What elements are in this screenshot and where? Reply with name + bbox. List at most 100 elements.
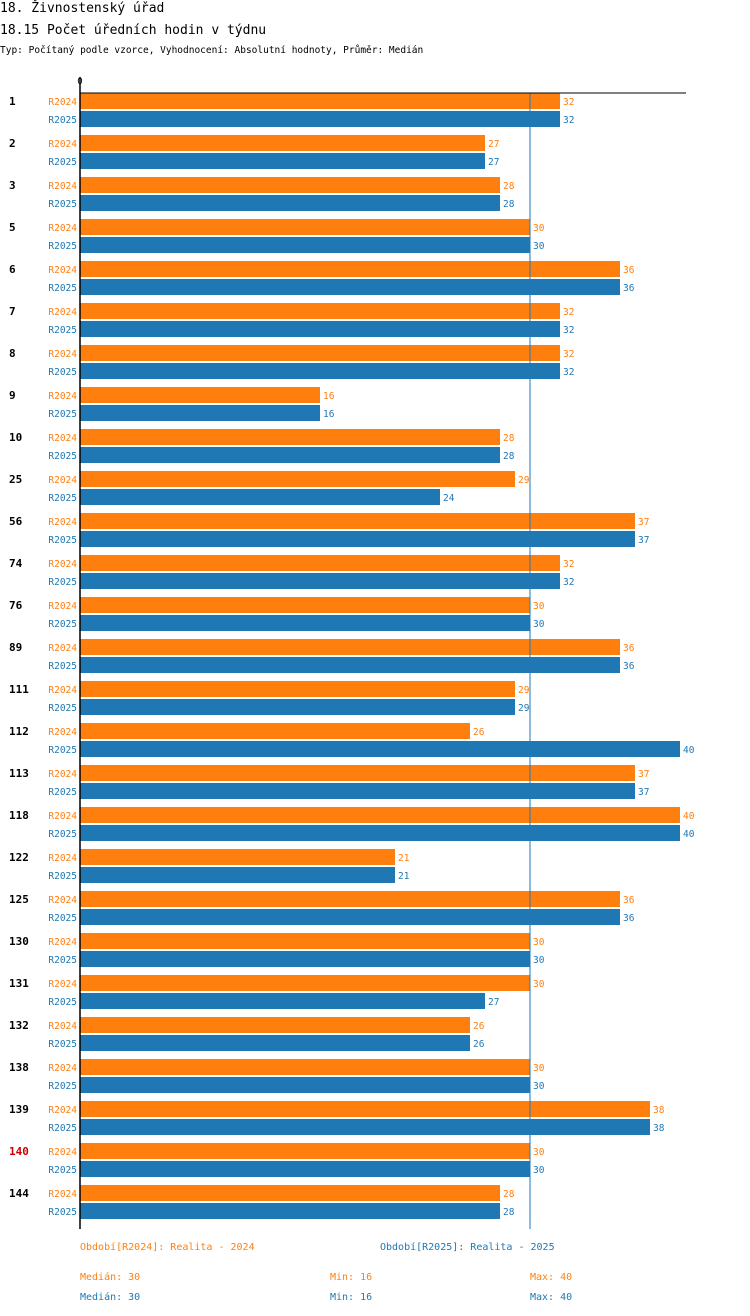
series-label-r2024: R2024 bbox=[48, 559, 77, 570]
series-label-r2025: R2025 bbox=[48, 829, 77, 840]
bar-r2024 bbox=[80, 513, 635, 529]
series-label-r2024: R2024 bbox=[48, 1147, 77, 1158]
series-label-r2025: R2025 bbox=[48, 1207, 77, 1218]
stat-max-r2024: Max: 40 bbox=[530, 1272, 573, 1283]
bar-r2024 bbox=[80, 1143, 530, 1159]
value-label-r2024: 29 bbox=[518, 685, 530, 696]
bar-r2025 bbox=[80, 1161, 530, 1177]
value-label-r2025: 37 bbox=[638, 787, 649, 798]
bar-r2025 bbox=[80, 1035, 470, 1051]
bar-r2024 bbox=[80, 723, 470, 739]
value-label-r2024: 28 bbox=[503, 181, 515, 192]
bar-r2024 bbox=[80, 345, 560, 361]
value-label-r2025: 27 bbox=[488, 157, 499, 168]
bar-r2025 bbox=[80, 195, 500, 211]
bar-r2024 bbox=[80, 1059, 530, 1075]
series-label-r2025: R2025 bbox=[48, 703, 77, 714]
value-label-r2024: 36 bbox=[623, 895, 635, 906]
category-label: 132 bbox=[9, 1019, 29, 1032]
series-label-r2024: R2024 bbox=[48, 643, 77, 654]
category-label: 113 bbox=[9, 767, 29, 780]
category-label: 118 bbox=[9, 809, 29, 822]
value-label-r2024: 36 bbox=[623, 643, 635, 654]
series-label-r2024: R2024 bbox=[48, 1063, 77, 1074]
bar-r2024 bbox=[80, 765, 635, 781]
stat-min-r2025: Min: 16 bbox=[330, 1292, 373, 1303]
series-label-r2024: R2024 bbox=[48, 895, 77, 906]
bar-r2024 bbox=[80, 135, 485, 151]
series-label-r2024: R2024 bbox=[48, 433, 77, 444]
series-label-r2025: R2025 bbox=[48, 451, 77, 462]
value-label-r2025: 30 bbox=[533, 241, 545, 252]
value-label-r2024: 32 bbox=[563, 349, 574, 360]
category-label: 25 bbox=[9, 473, 22, 486]
value-label-r2024: 30 bbox=[533, 1147, 545, 1158]
series-label-r2024: R2024 bbox=[48, 475, 77, 486]
category-label: 6 bbox=[9, 263, 16, 276]
value-label-r2024: 37 bbox=[638, 769, 649, 780]
series-label-r2025: R2025 bbox=[48, 997, 77, 1008]
value-label-r2024: 36 bbox=[623, 265, 635, 276]
bar-r2025 bbox=[80, 237, 530, 253]
stat-max-r2025: Max: 40 bbox=[530, 1292, 573, 1303]
value-label-r2025: 28 bbox=[503, 1207, 515, 1218]
bar-r2025 bbox=[80, 951, 530, 967]
value-label-r2024: 30 bbox=[533, 1063, 545, 1074]
category-label: 56 bbox=[9, 515, 23, 528]
bar-r2025 bbox=[80, 447, 500, 463]
value-label-r2025: 16 bbox=[323, 409, 335, 420]
value-label-r2025: 27 bbox=[488, 997, 499, 1008]
series-label-r2024: R2024 bbox=[48, 727, 77, 738]
category-label: 1 bbox=[9, 95, 16, 108]
value-label-r2025: 40 bbox=[683, 829, 695, 840]
series-label-r2025: R2025 bbox=[48, 409, 77, 420]
bar-r2024 bbox=[80, 891, 620, 907]
series-label-r2024: R2024 bbox=[48, 97, 77, 108]
stat-median-r2024: Medián: 30 bbox=[80, 1272, 141, 1283]
chart-title: 18.15 Počet úředních hodin v týdnu bbox=[0, 23, 267, 38]
category-label: 74 bbox=[9, 557, 23, 570]
value-label-r2025: 30 bbox=[533, 1081, 545, 1092]
series-label-r2024: R2024 bbox=[48, 391, 77, 402]
value-label-r2025: 40 bbox=[683, 745, 695, 756]
series-label-r2025: R2025 bbox=[48, 661, 77, 672]
series-label-r2025: R2025 bbox=[48, 955, 77, 966]
value-label-r2024: 30 bbox=[533, 979, 545, 990]
series-label-r2025: R2025 bbox=[48, 241, 77, 252]
bar-r2025 bbox=[80, 111, 560, 127]
bar-r2025 bbox=[80, 489, 440, 505]
bar-r2025 bbox=[80, 909, 620, 925]
bar-r2024 bbox=[80, 1017, 470, 1033]
value-label-r2025: 38 bbox=[653, 1123, 665, 1134]
series-label-r2025: R2025 bbox=[48, 367, 77, 378]
series-label-r2025: R2025 bbox=[48, 787, 77, 798]
bar-r2024 bbox=[80, 975, 530, 991]
series-label-r2024: R2024 bbox=[48, 517, 77, 528]
category-label: 139 bbox=[9, 1103, 29, 1116]
series-label-r2025: R2025 bbox=[48, 1081, 77, 1092]
bar-r2025 bbox=[80, 531, 635, 547]
value-label-r2025: 36 bbox=[623, 283, 635, 294]
category-label: 3 bbox=[9, 179, 16, 192]
legend-r2024: Období[R2024]: Realita - 2024 bbox=[80, 1242, 255, 1253]
bar-r2024 bbox=[80, 177, 500, 193]
series-label-r2025: R2025 bbox=[48, 871, 77, 882]
bar-r2024 bbox=[80, 1101, 650, 1117]
series-label-r2024: R2024 bbox=[48, 349, 77, 360]
series-label-r2024: R2024 bbox=[48, 1021, 77, 1032]
bar-r2024 bbox=[80, 93, 560, 109]
bar-r2024 bbox=[80, 555, 560, 571]
series-label-r2024: R2024 bbox=[48, 223, 77, 234]
value-label-r2025: 24 bbox=[443, 493, 455, 504]
value-label-r2024: 30 bbox=[533, 937, 545, 948]
series-label-r2025: R2025 bbox=[48, 283, 77, 294]
value-label-r2024: 30 bbox=[533, 223, 545, 234]
series-label-r2025: R2025 bbox=[48, 325, 77, 336]
value-label-r2025: 28 bbox=[503, 451, 515, 462]
series-label-r2025: R2025 bbox=[48, 1039, 77, 1050]
page-title: 18. Živnostenský úřad bbox=[0, 1, 165, 16]
category-label: 7 bbox=[9, 305, 16, 318]
bar-r2025 bbox=[80, 405, 320, 421]
bar-r2025 bbox=[80, 867, 395, 883]
value-label-r2025: 32 bbox=[563, 325, 574, 336]
